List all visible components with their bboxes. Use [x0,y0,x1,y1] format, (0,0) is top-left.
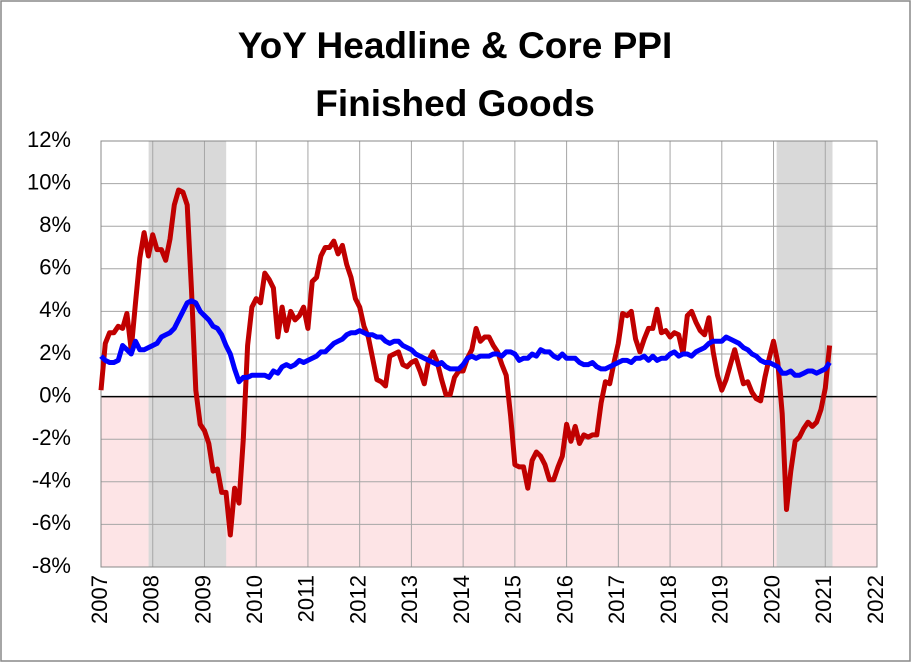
plot-border [100,140,878,568]
x-tick-label: 2017 [604,575,629,624]
y-tick-label: 8% [39,212,71,237]
x-tick-label: 2019 [708,575,733,624]
x-tick-label: 2018 [656,575,681,624]
data-line [99,298,832,385]
y-tick-label: 4% [39,297,71,322]
y-tick-label: 2% [39,340,71,365]
x-tick-label: 2014 [449,575,474,624]
x-tick-label: 2016 [552,575,577,624]
chart-title: YoY Headline & Core PPI [238,25,673,66]
y-tick-label: 6% [39,255,71,280]
x-tick-label: 2021 [811,575,836,624]
x-tick-label: 2012 [345,575,370,624]
x-tick-label: 2010 [242,575,267,624]
x-tick-label: 2009 [190,575,215,624]
x-tick-label: 2007 [87,575,112,624]
x-tick-label: 2008 [139,575,164,624]
y-tick-label: -2% [32,425,71,450]
y-tick-label: -6% [32,510,71,535]
y-tick-label: -4% [32,468,71,493]
y-tick-label: 10% [27,169,71,194]
y-tick-label: -8% [32,553,71,578]
x-tick-label: 2011 [294,575,319,622]
x-tick-label: 2015 [501,575,526,624]
x-tick-label: 2013 [397,575,422,624]
y-tick-label: 12% [27,127,71,152]
chart-title: Finished Goods [315,83,595,124]
y-tick-label: 0% [39,382,71,407]
x-tick-label: 2022 [863,575,888,624]
x-tick-label: 2020 [759,575,784,624]
